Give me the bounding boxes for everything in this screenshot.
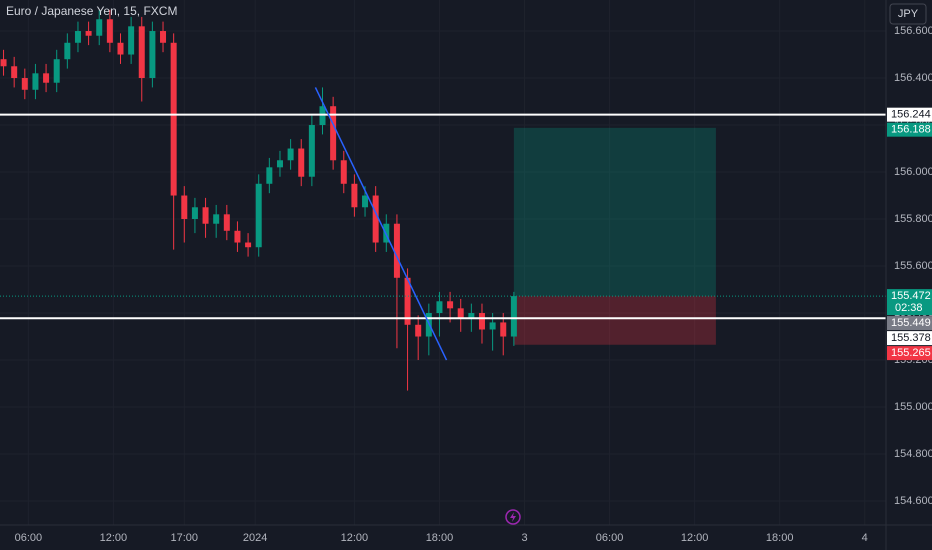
x-tick-label: 18:00	[766, 532, 794, 544]
candle-body	[43, 73, 50, 83]
candle-body	[436, 301, 443, 314]
candle-body	[362, 195, 369, 208]
currency-button[interactable]	[889, 3, 927, 25]
candle-body	[234, 230, 241, 243]
candle-body	[64, 42, 71, 60]
price-label-box	[887, 331, 932, 346]
x-tick-label: 3	[521, 532, 527, 544]
candle-body	[489, 322, 496, 330]
price-label-box	[887, 346, 932, 361]
candle-body	[128, 26, 135, 55]
candle-body	[21, 78, 28, 90]
y-tick-label: 156.400	[894, 72, 932, 84]
price-label: 155.265	[891, 347, 931, 359]
candle-body	[308, 125, 315, 177]
candle-body	[447, 301, 454, 309]
candle-body	[372, 195, 379, 243]
candle-body	[298, 148, 305, 177]
y-tick-label: 154.600	[894, 495, 932, 507]
candle-body	[404, 277, 411, 325]
candle-body	[96, 19, 103, 36]
price-label: 156.244	[891, 109, 931, 121]
x-tick-label: 2024	[243, 532, 267, 544]
grid	[0, 0, 886, 525]
candle-body	[85, 31, 92, 36]
price-label-box	[887, 316, 932, 331]
candle-body	[415, 324, 422, 337]
take-profit-zone	[513, 127, 716, 297]
price-label: 155.378	[891, 332, 931, 344]
x-tick-label: 18:00	[426, 532, 454, 544]
countdown: 02:38	[895, 302, 923, 314]
y-tick-label: 156.600	[894, 25, 932, 37]
y-tick-label: 156.000	[894, 166, 932, 178]
y-tick-label: 154.800	[894, 448, 932, 460]
candle-body	[202, 207, 209, 224]
x-tick-label: 17:00	[171, 532, 199, 544]
price-label-box	[887, 289, 932, 316]
candle-body	[170, 42, 177, 196]
y-tick-label: 155.800	[894, 213, 932, 225]
candle-body	[266, 167, 273, 184]
x-tick-label: 06:00	[596, 532, 624, 544]
price-label: 155.449	[891, 317, 931, 329]
x-tick-label: 12:00	[341, 532, 369, 544]
candle-body	[510, 296, 517, 337]
currency[interactable]: JPY	[898, 8, 919, 20]
price-label: 156.188	[891, 124, 931, 136]
candle-body	[181, 195, 188, 220]
candle-body	[245, 242, 252, 248]
candle-body	[393, 223, 400, 278]
candle-body	[223, 214, 230, 231]
candle-body	[287, 148, 294, 161]
candle-body	[500, 322, 507, 337]
price-label-box	[887, 107, 932, 122]
lightning-icon[interactable]	[505, 509, 521, 525]
candle-body	[0, 59, 7, 67]
x-tick-label: 06:00	[15, 532, 43, 544]
candle-body	[138, 26, 145, 79]
candle-body	[117, 42, 124, 55]
x-tick-label: 4	[862, 532, 868, 544]
lightning-glyph	[510, 512, 516, 522]
price-label: 155.472	[891, 290, 931, 302]
candle-body	[330, 106, 337, 161]
axes: 156.600156.400156.200156.000155.800155.6…	[15, 25, 932, 544]
candle-body	[191, 207, 198, 220]
candle-body	[32, 73, 39, 90]
y-tick-label: 155.600	[894, 260, 932, 272]
x-tick-label: 12:00	[681, 532, 709, 544]
candle-body	[468, 313, 475, 318]
candle-body	[74, 31, 81, 43]
y-tick-label: 155.000	[894, 401, 932, 413]
x-tick-label: 12:00	[100, 532, 128, 544]
candle-body	[213, 214, 220, 224]
candle-body	[340, 160, 347, 184]
candle-body	[106, 19, 113, 43]
candle-body	[351, 183, 358, 208]
candle-body	[255, 183, 262, 248]
candle-body	[53, 59, 60, 83]
candle-body	[11, 66, 18, 79]
candle-body	[276, 160, 283, 168]
chart-title: Euro / Japanese Yen, 15, FXCM	[6, 4, 177, 18]
price-label-box	[887, 122, 932, 137]
plot-area	[0, 9, 886, 391]
candle-body	[160, 31, 167, 43]
candle-body	[149, 31, 156, 79]
candle-body	[457, 308, 464, 318]
candle-body	[478, 313, 485, 330]
trend-line	[314, 87, 448, 361]
stop-loss-zone	[513, 296, 716, 345]
